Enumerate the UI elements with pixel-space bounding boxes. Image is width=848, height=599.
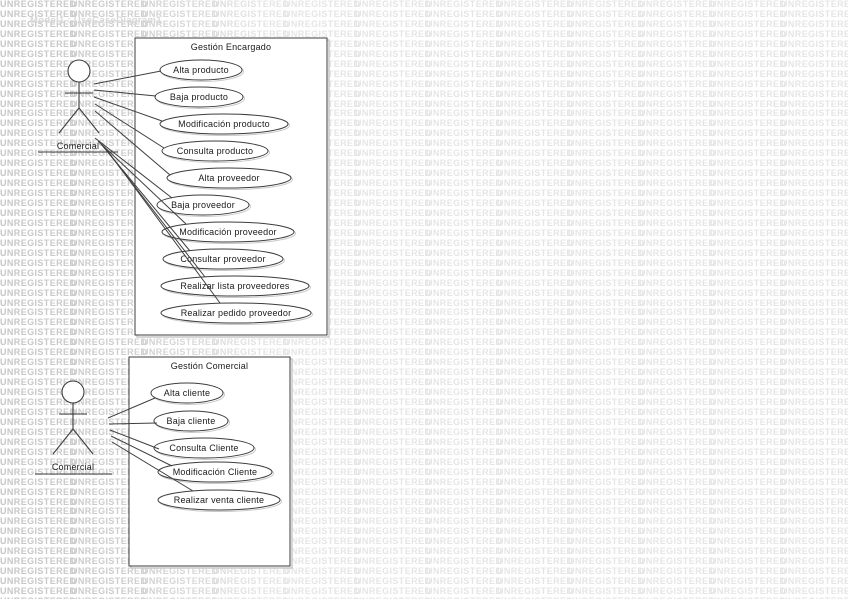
actor-name: Comercial bbox=[52, 462, 94, 472]
use-case-ellipse[interactable] bbox=[161, 221, 295, 243]
use-case-modificacion-cliente[interactable]: Modificación Cliente bbox=[157, 461, 274, 484]
use-case-label: Realizar lista proveedores bbox=[180, 281, 290, 291]
use-case-ellipse[interactable] bbox=[153, 437, 255, 459]
use-case-label: Baja proveedor bbox=[171, 200, 235, 210]
use-case-label: Realizar pedido proveedor bbox=[181, 308, 292, 318]
actor-leg-left bbox=[58, 107, 80, 134]
use-case-ellipse[interactable] bbox=[159, 113, 289, 135]
actor-leg-right bbox=[78, 107, 100, 134]
actor-leg-left bbox=[52, 428, 74, 455]
association-line[interactable] bbox=[94, 103, 165, 149]
use-case-label: Modificación Cliente bbox=[173, 467, 258, 477]
diagram-tab-label: Model1 : UseCaseDiagram1 bbox=[30, 15, 162, 26]
use-case-ellipse[interactable] bbox=[161, 140, 269, 162]
use-case-label: Modificación producto bbox=[178, 119, 270, 129]
actor-name: Comercial bbox=[57, 141, 99, 151]
association-line[interactable] bbox=[107, 397, 156, 419]
association-line[interactable] bbox=[93, 96, 163, 122]
use-case-ellipse[interactable] bbox=[166, 167, 292, 189]
system-title: Gestión Encargado bbox=[191, 42, 271, 52]
use-case-modificacion-producto[interactable]: Modificación producto bbox=[159, 113, 290, 136]
use-case-ellipse[interactable] bbox=[154, 86, 244, 108]
use-case-ellipse[interactable] bbox=[160, 302, 312, 324]
use-case-ellipse[interactable] bbox=[157, 461, 273, 483]
use-case-label: Alta producto bbox=[173, 65, 229, 75]
use-case-ellipse[interactable] bbox=[156, 194, 250, 216]
use-case-label: Consulta producto bbox=[177, 146, 253, 156]
use-case-ellipse[interactable] bbox=[160, 275, 310, 297]
use-case-label: Baja cliente bbox=[167, 416, 216, 426]
association-line[interactable] bbox=[93, 70, 162, 85]
actor-comercial-2[interactable]: Comercial bbox=[35, 380, 112, 475]
use-case-consulta-cliente[interactable]: Consulta Cliente bbox=[153, 437, 256, 460]
use-case-label: Realizar venta cliente bbox=[174, 495, 264, 505]
use-case-modificacion-proveedor[interactable]: Modificación proveedor bbox=[161, 221, 296, 244]
use-case-alta-producto[interactable]: Alta producto bbox=[159, 59, 244, 82]
association-line[interactable] bbox=[111, 441, 194, 492]
association-line[interactable] bbox=[97, 140, 187, 225]
use-case-label: Consultar proveedor bbox=[180, 254, 265, 264]
association-line[interactable] bbox=[94, 137, 173, 199]
association-line[interactable] bbox=[93, 89, 157, 97]
use-case-baja-producto[interactable]: Baja producto bbox=[154, 86, 245, 109]
actor-leg-right bbox=[72, 428, 94, 455]
use-case-ellipse[interactable] bbox=[150, 382, 224, 404]
association-line[interactable] bbox=[106, 149, 221, 304]
use-case-ellipse[interactable] bbox=[153, 410, 229, 432]
use-case-ellipse[interactable] bbox=[162, 248, 284, 270]
use-case-label: Baja producto bbox=[170, 92, 228, 102]
actor-head bbox=[67, 59, 91, 83]
use-case-label: Alta proveedor bbox=[198, 173, 259, 183]
use-case-realizar-lista-proveedores[interactable]: Realizar lista proveedores bbox=[160, 275, 311, 298]
use-case-label: Consulta Cliente bbox=[169, 443, 238, 453]
association-line[interactable] bbox=[94, 110, 171, 176]
use-case-consultar-proveedor[interactable]: Consultar proveedor bbox=[162, 248, 285, 271]
use-case-baja-proveedor[interactable]: Baja proveedor bbox=[156, 194, 251, 217]
system-title: Gestión Comercial bbox=[171, 361, 248, 371]
use-case-alta-cliente[interactable]: Alta cliente bbox=[150, 382, 225, 405]
use-case-realizar-venta-cliente[interactable]: Realizar venta cliente bbox=[157, 489, 282, 512]
use-case-ellipse[interactable] bbox=[159, 59, 243, 81]
system-boundary-gestion-encargado[interactable]: Gestión Encargado Alta producto Baja produ… bbox=[134, 37, 330, 338]
use-case-alta-proveedor[interactable]: Alta proveedor bbox=[166, 167, 293, 190]
use-case-consulta-producto[interactable]: Consulta producto bbox=[161, 140, 270, 163]
actor-comercial-1[interactable]: Comercial bbox=[38, 59, 118, 153]
use-case-baja-cliente[interactable]: Baja cliente bbox=[153, 410, 230, 433]
association-line[interactable] bbox=[110, 435, 173, 467]
actor-head bbox=[61, 380, 85, 404]
use-case-ellipse[interactable] bbox=[157, 489, 281, 511]
use-case-label: Alta cliente bbox=[164, 388, 210, 398]
association-line[interactable] bbox=[109, 429, 160, 450]
association-line[interactable] bbox=[108, 422, 158, 425]
use-case-label: Modificación proveedor bbox=[179, 227, 276, 237]
system-boundary-gestion-comercial[interactable]: Gestión Comercial Alta cliente Baja client… bbox=[128, 356, 293, 569]
use-case-realizar-pedido-proveedor[interactable]: Realizar pedido proveedor bbox=[160, 302, 313, 325]
